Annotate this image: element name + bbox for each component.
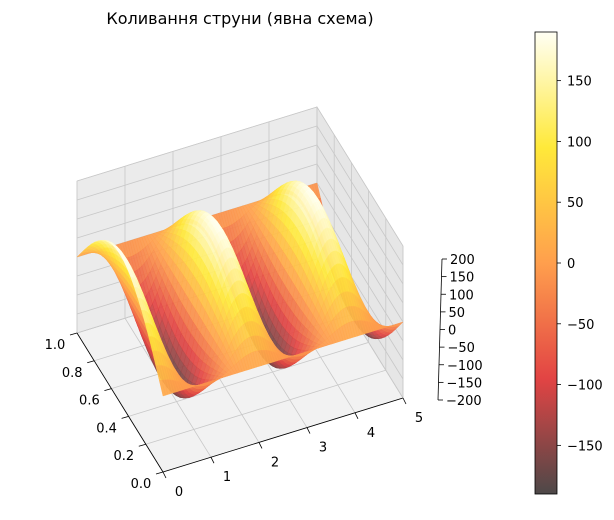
x-axis: 0 1 2 3 4 5 (162, 397, 423, 500)
y-tick (69, 332, 78, 336)
colorbar-tick-label: −50 (567, 318, 594, 333)
z-axis: −200 −150 −100 −50 0 50 100 150 200 (437, 253, 483, 409)
colorbar-tick-label: 150 (567, 75, 592, 90)
gridline-z (76, 106, 404, 247)
x-tick (258, 442, 263, 449)
y-tick-label: 0.0 (131, 477, 152, 492)
gridline-z (76, 144, 404, 285)
colorbar-tick-label: 50 (567, 196, 584, 211)
colorbar-tick-label: 100 (567, 135, 592, 150)
x-tick-label: 1 (223, 470, 231, 485)
y-tick-label: 0.8 (62, 366, 83, 381)
x-tick (354, 412, 359, 419)
x-tick-label: 0 (175, 485, 183, 500)
y-tick (138, 443, 146, 447)
x-tick-label: 3 (319, 441, 327, 456)
z-tick-label: −200 (446, 394, 482, 409)
y-tick (121, 416, 129, 419)
y-tick-label: 1.0 (45, 338, 66, 353)
colorbar-ticks: −150 −100 −50 0 50 100 150 (557, 75, 603, 454)
x-axis-line (162, 397, 404, 473)
z-tick-label: 0 (448, 324, 456, 339)
surface-plot (76, 180, 404, 399)
y-axis-line (76, 332, 164, 473)
colorbar-tick-label: −150 (567, 439, 603, 454)
x-tick (306, 427, 311, 434)
x-tick (162, 471, 167, 479)
surface-face (159, 379, 166, 397)
x-tick (210, 457, 215, 464)
colorbar-tick-label: 0 (567, 257, 575, 272)
z-tick-label: −150 (447, 376, 483, 391)
colorbar-gradient (534, 31, 558, 495)
y-tick-label: 0.6 (79, 394, 100, 409)
colorbar: −150 −100 −50 0 50 100 150 (534, 31, 603, 495)
gridline-z (76, 125, 404, 266)
y-tick (104, 388, 112, 391)
z-tick-label: 200 (450, 253, 475, 268)
gridline-z (76, 163, 404, 304)
y-tick (87, 360, 95, 364)
z-tick-label: 100 (449, 288, 474, 303)
chart-title: Коливання струни (явна схема) (106, 9, 373, 28)
colorbar-tick-label: −100 (567, 379, 603, 394)
z-tick-label: −50 (448, 341, 475, 356)
y-tick (155, 471, 164, 475)
axes-3d: 0 1 2 3 4 5 0.0 0.2 0.4 0.6 0.8 1.0 −200 −150 −100 −5… (45, 105, 483, 500)
x-tick-label: 5 (415, 411, 423, 426)
x-tick-label: 2 (271, 455, 279, 470)
z-tick-label: −100 (447, 359, 483, 374)
y-axis: 0.0 0.2 0.4 0.6 0.8 1.0 (45, 332, 164, 492)
z-tick-label: 50 (449, 306, 466, 321)
y-tick-label: 0.2 (113, 449, 134, 464)
x-tick (402, 397, 407, 405)
x-tick-label: 4 (367, 426, 375, 441)
z-tick-label: 150 (450, 271, 475, 286)
y-tick-label: 0.4 (96, 421, 117, 436)
